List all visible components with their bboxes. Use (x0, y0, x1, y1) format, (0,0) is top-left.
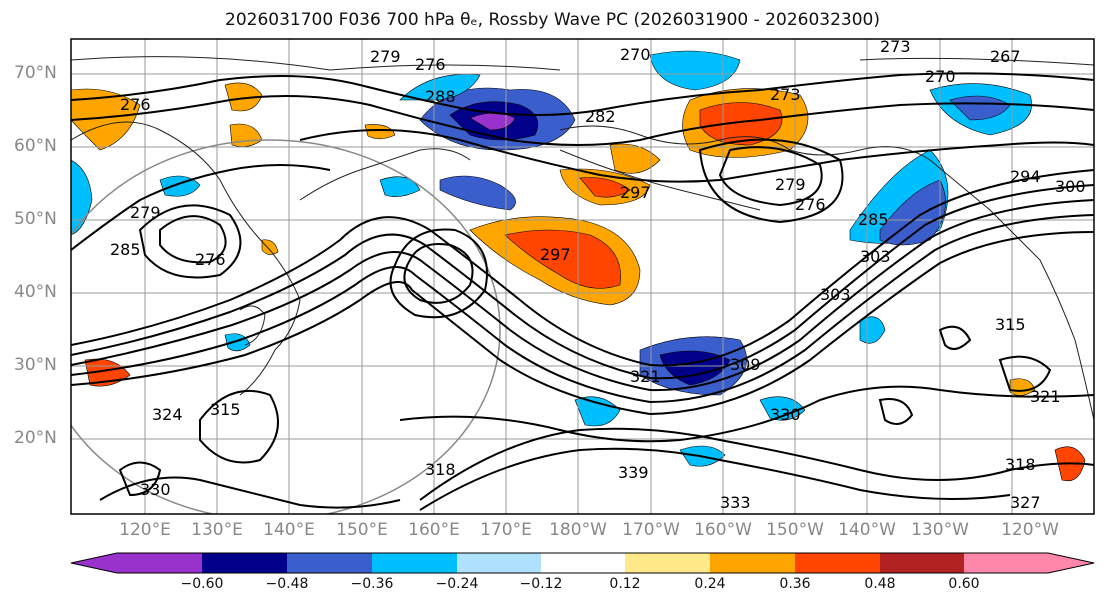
contour-label: 339 (618, 463, 649, 482)
theta-e-contours (71, 72, 1094, 511)
lat-label: 50°N (14, 209, 57, 229)
lon-label: 180°W (549, 520, 607, 540)
contour-label: 270 (620, 45, 651, 64)
lat-label: 70°N (14, 63, 57, 83)
contour-labels: 270 273 267 279 276 288 282 270 273 279 … (110, 37, 1086, 512)
lon-label: 130°E (191, 520, 243, 540)
colorbar-bin (372, 553, 457, 573)
colorbar-tick: 0.12 (609, 576, 641, 592)
colorbar-outline (70, 552, 1095, 574)
contour-label: 273 (880, 37, 911, 56)
lon-label: 120°W (1001, 520, 1059, 540)
lat-label: 40°N (14, 282, 57, 302)
contour-label: 294 (1010, 167, 1041, 186)
colorbar-bin (964, 553, 1048, 573)
region-circle (71, 139, 501, 514)
colorbar-tick: −0.36 (350, 576, 394, 592)
contour-label: 297 (620, 183, 651, 202)
contour-label: 321 (1030, 387, 1061, 406)
anomaly-fill (71, 50, 1086, 482)
coastlines (71, 56, 1094, 421)
map-title: 2026031700 F036 700 hPa θₑ, Rossby Wave … (225, 10, 880, 30)
contour-label: 270 (925, 67, 956, 86)
contour-label: 309 (730, 355, 761, 374)
contour-label: 267 (990, 47, 1021, 66)
contour-label: 321 (630, 367, 661, 386)
lon-label: 170°E (480, 520, 532, 540)
contour-label: 327 (1010, 493, 1041, 512)
colorbar-tick: −0.48 (265, 576, 309, 592)
contour-label: 297 (540, 245, 571, 264)
contour-label: 282 (585, 107, 616, 126)
contour-label: 318 (425, 460, 456, 479)
colorbar-tick: 0.48 (864, 576, 896, 592)
contour-label: 303 (820, 285, 851, 304)
colorbar-bin (457, 553, 541, 573)
contour-label: 276 (415, 55, 446, 74)
contour-label: 276 (120, 95, 151, 114)
contour-label: 330 (770, 405, 801, 424)
contour-label: 276 (795, 195, 826, 214)
colorbar-low-extend (71, 553, 117, 573)
contour-label: 276 (195, 250, 226, 269)
contour-label: 285 (110, 240, 141, 259)
colorbar-bin (287, 553, 372, 573)
contour-label: 315 (210, 400, 241, 419)
lat-label: 60°N (14, 136, 57, 156)
lon-label: 160°E (408, 520, 460, 540)
map-border (70, 38, 1095, 515)
contour-label: 279 (370, 47, 401, 66)
colorbar-high-extend (1048, 553, 1094, 573)
contour-label: 273 (770, 85, 801, 104)
colorbar (70, 552, 1095, 574)
contour-label: 288 (425, 87, 456, 106)
contour-label: 324 (152, 405, 183, 424)
colorbar-bin (795, 553, 880, 573)
lon-label: 140°E (263, 520, 315, 540)
lat-label: 30°N (14, 355, 57, 375)
colorbar-tick: 0.60 (948, 576, 980, 592)
lon-label: 140°W (838, 520, 896, 540)
colorbar-bin (710, 553, 795, 573)
colorbar-tick: −0.60 (180, 576, 224, 592)
lon-label: 120°E (119, 520, 171, 540)
contour-label: 330 (140, 480, 171, 499)
colorbar-tick: 0.36 (779, 576, 811, 592)
contour-label: 318 (1005, 455, 1036, 474)
contour-label: 279 (775, 175, 806, 194)
colorbar-tick: 0.24 (694, 576, 726, 592)
colorbar-bin (625, 553, 710, 573)
colorbar-tick: −0.24 (435, 576, 479, 592)
contour-label: 285 (858, 210, 889, 229)
colorbar-bin (880, 553, 964, 573)
lon-label: 130°W (911, 520, 969, 540)
colorbar-bin (117, 553, 202, 573)
colorbar-bin (541, 553, 625, 573)
contour-label: 333 (720, 493, 751, 512)
contour-label: 315 (995, 315, 1026, 334)
contour-label: 303 (860, 247, 891, 266)
lon-label: 150°W (766, 520, 824, 540)
contour-label: 279 (130, 203, 161, 222)
colorbar-tick: −0.12 (519, 576, 563, 592)
graticule (71, 39, 1094, 514)
lon-label: 160°W (694, 520, 752, 540)
contour-label: 300 (1055, 177, 1086, 196)
lon-label: 170°W (622, 520, 680, 540)
colorbar-bin (202, 553, 287, 573)
lon-label: 150°E (336, 520, 388, 540)
lat-label: 20°N (14, 428, 57, 448)
